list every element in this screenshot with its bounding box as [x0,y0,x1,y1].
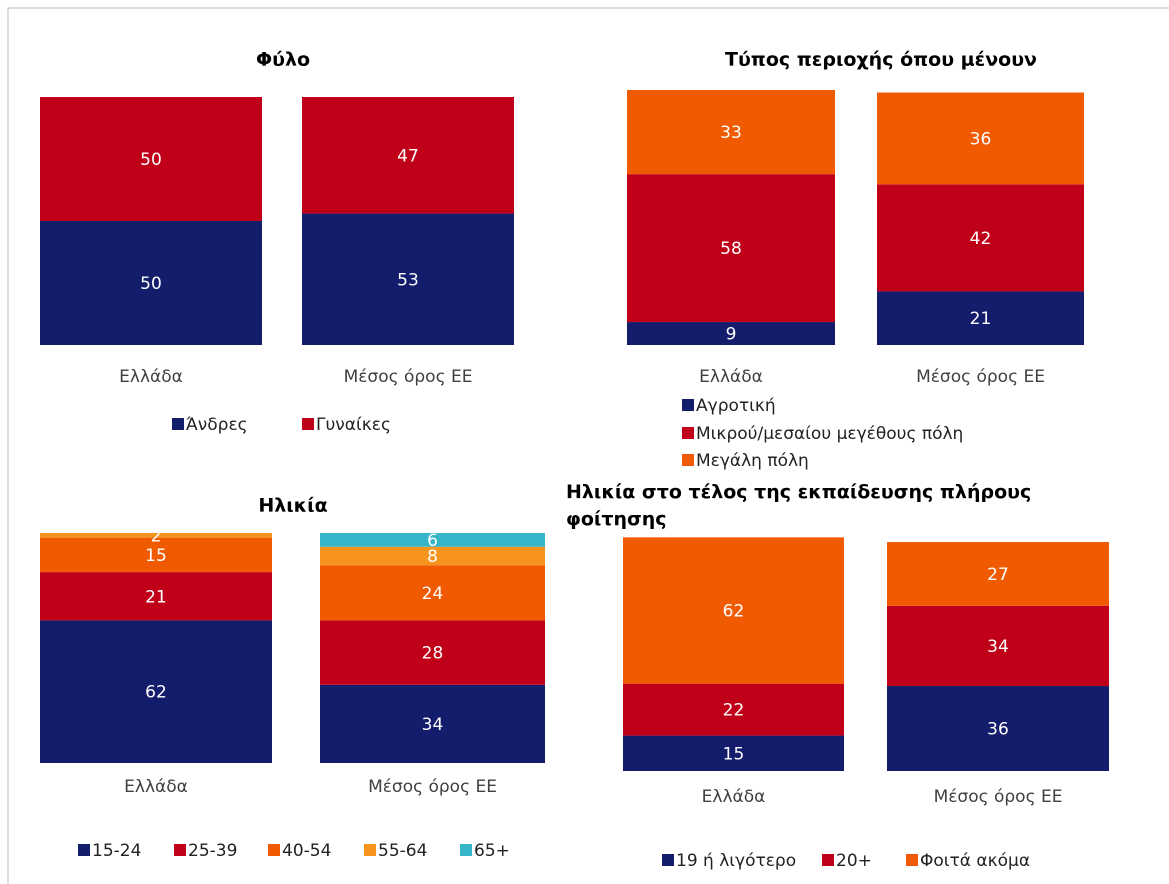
data-label: 24 [422,584,444,604]
legend-swatch [682,427,694,439]
legend-swatch [172,418,184,430]
legend-swatch [364,844,376,856]
legend-label: Φοιτά ακόμα [920,851,1030,871]
bar-segment [627,90,835,175]
bar-segment [40,572,272,621]
bar-segment [877,291,1084,345]
category-label: Μέσος όρος ΕΕ [344,367,473,387]
data-label: 27 [987,565,1009,585]
bar-segment [40,620,272,763]
legend-swatch [682,454,694,466]
legend-swatch [174,844,186,856]
bar-segment [887,605,1109,687]
legend-label: Μικρού/μεσαίου μεγέθους πόλη [696,424,963,444]
bar-segment [627,322,835,345]
bar-segment [302,97,514,214]
chart-title: Ηλικία στο τέλος της εκπαίδευσης πλήρους… [566,481,1032,530]
bar-segment [887,686,1109,771]
legend-swatch [906,854,918,866]
frame [7,7,1169,884]
legend-label: Αγροτική [696,396,776,416]
data-label: 58 [720,239,742,259]
data-label: 15 [145,546,167,566]
data-label: 36 [970,129,992,149]
bar-segment [40,97,262,221]
category-label: Ελλάδα [702,787,766,807]
data-label: 34 [987,637,1009,657]
bar-segment [320,533,545,547]
bar-segment [320,684,545,763]
data-label: 9 [726,325,737,345]
category-label: Ελλάδα [119,367,183,387]
legend-label: 65+ [474,841,510,861]
data-label: 62 [723,602,745,622]
legend-label: 19 ή λιγότερο [676,851,796,871]
legend-label: 20+ [836,851,872,871]
legend-label: 15-24 [92,841,141,861]
bar-segment [40,533,272,538]
legend-swatch [78,844,90,856]
legend-label: 25-39 [188,841,237,861]
category-label: Ελλάδα [699,367,763,387]
bar-segment [320,546,545,566]
legend-label: 55-64 [378,841,427,861]
legend-swatch [268,844,280,856]
bar-segment [320,565,545,621]
chart-title: Φύλο [256,49,310,71]
category-label: Μέσος όρος ΕΕ [934,787,1063,807]
legend-swatch [460,844,472,856]
bar-segment [40,537,272,573]
legend-swatch [822,854,834,866]
data-label: 22 [723,701,745,721]
data-label: 47 [397,146,419,166]
chart-title: Τύπος περιοχής όπου μένουν [725,49,1037,71]
data-label: 53 [397,270,419,290]
bar-segment [623,537,844,684]
legend-swatch [662,854,674,866]
data-label: 62 [145,683,167,703]
bar-segment [320,620,545,685]
bar-segment [623,683,844,736]
bar-segment [302,213,514,345]
data-label: 42 [970,229,992,249]
data-label: 21 [970,309,992,329]
category-label: Μέσος όρος ΕΕ [368,777,497,797]
data-label: 28 [422,644,444,664]
legend-swatch [682,399,694,411]
data-label: 36 [987,720,1009,740]
data-label: 34 [422,715,444,735]
bar-segment [40,221,262,345]
data-label: 8 [427,547,438,567]
data-label: 50 [140,150,162,170]
legend-label: Μεγάλη πόλη [696,451,809,471]
bar-segment [877,92,1084,185]
data-label: 33 [720,123,742,143]
legend-label: 40-54 [282,841,331,861]
data-label: 2 [151,526,162,546]
legend-label: Άνδρες [186,415,248,435]
bar-segment [887,542,1109,606]
data-label: 50 [140,274,162,294]
bar-segment [877,184,1084,292]
data-label: 6 [427,531,438,551]
legend-label: Γυναίκες [316,415,391,435]
chart-title: Ηλικία [258,495,327,517]
data-label: 21 [145,587,167,607]
bar-segment [623,735,844,771]
data-label: 15 [723,744,745,764]
category-label: Ελλάδα [124,777,188,797]
legend-swatch [302,418,314,430]
category-label: Μέσος όρος ΕΕ [916,367,1045,387]
bar-segment [627,174,835,323]
